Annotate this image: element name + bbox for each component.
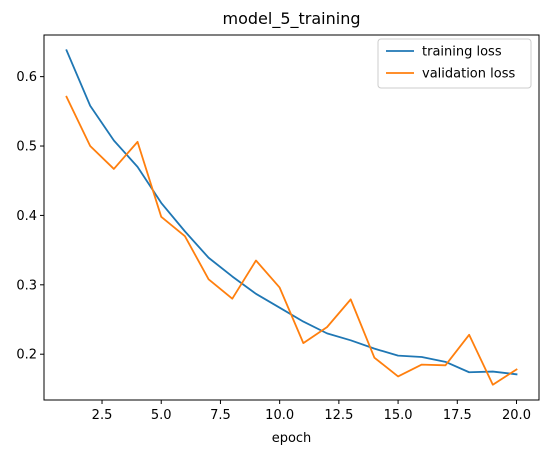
chart-title: model_5_training — [223, 9, 361, 29]
x-tick-label: 2.5 — [92, 408, 113, 423]
x-tick-label: 15.0 — [384, 408, 413, 423]
x-tick-label: 17.5 — [443, 408, 472, 423]
x-tick-label: 5.0 — [151, 408, 172, 423]
x-tick-label: 12.5 — [324, 408, 353, 423]
y-tick-label: 0.6 — [16, 70, 37, 85]
x-tick-label: 10.0 — [265, 408, 294, 423]
y-tick-label: 0.3 — [16, 278, 37, 293]
plot-frame — [43, 34, 540, 401]
legend-entry-label: validation loss — [422, 67, 515, 82]
x-axis-label: epoch — [272, 431, 312, 446]
x-tick-label: 20.0 — [502, 408, 531, 423]
legend: training loss validation loss — [377, 38, 532, 89]
y-tick-label: 0.2 — [16, 348, 37, 363]
series-line-training-loss — [65, 49, 518, 376]
series-line-validation-loss — [65, 95, 518, 386]
y-tick-label: 0.5 — [16, 140, 37, 155]
series-layer — [65, 49, 518, 386]
x-axis: 2.5 5.0 7.5 10.0 12.5 15.0 17.5 20.0 — [92, 400, 531, 423]
legend-entry-label: training loss — [422, 45, 502, 60]
x-tick-label: 7.5 — [210, 408, 231, 423]
y-axis: 0.2 0.3 0.4 0.5 0.6 — [16, 70, 44, 363]
y-tick-label: 0.4 — [16, 209, 37, 224]
legend-box — [377, 38, 532, 89]
